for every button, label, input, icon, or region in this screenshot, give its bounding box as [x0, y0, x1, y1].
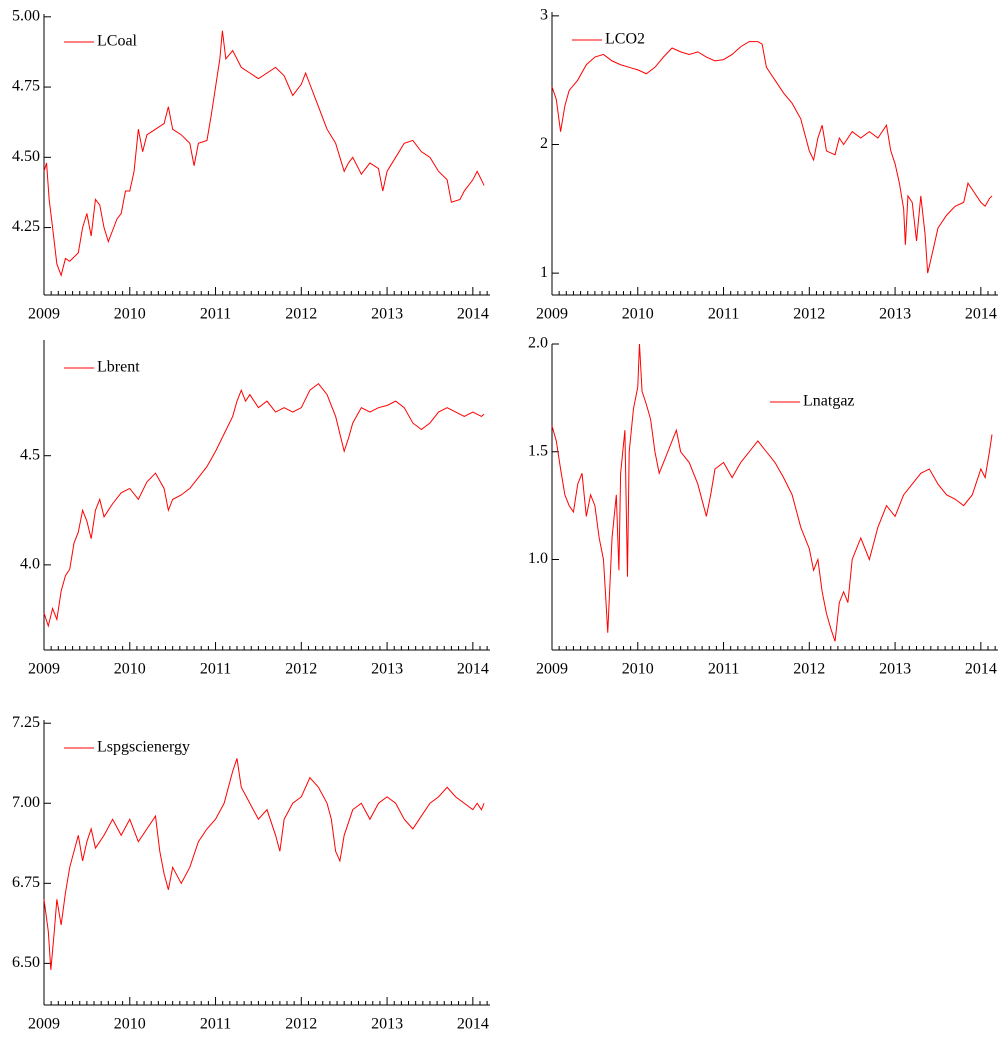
- legend-label: Lbrent: [97, 359, 140, 376]
- y-tick-label: 1.5: [528, 442, 548, 459]
- x-tick-label: 2010: [622, 306, 654, 323]
- y-tick-label: 2.0: [528, 335, 548, 352]
- x-tick-label: 2011: [200, 661, 231, 678]
- x-tick-label: 2014: [965, 661, 997, 678]
- legend-label: Lspgscienergy: [97, 739, 190, 756]
- x-tick-label: 2013: [371, 661, 403, 678]
- y-tick-label: 5.00: [12, 7, 40, 24]
- x-tick-label: 2013: [879, 661, 911, 678]
- y-tick-label: 2: [540, 135, 548, 152]
- x-tick-label: 2012: [793, 306, 825, 323]
- x-tick-label: 2014: [457, 306, 489, 323]
- x-tick-label: 2010: [114, 1016, 146, 1033]
- series-line: [43, 30, 485, 277]
- x-tick-label: 2012: [285, 661, 317, 678]
- x-tick-label: 2009: [536, 306, 568, 323]
- x-tick-label: 2013: [879, 306, 911, 323]
- x-tick-label: 2012: [285, 1016, 317, 1033]
- x-tick-label: 2011: [200, 1016, 231, 1033]
- x-tick-label: 2009: [28, 661, 60, 678]
- y-tick-label: 6.75: [12, 874, 40, 891]
- x-tick-label: 2012: [793, 661, 825, 678]
- legend-label: LCO2: [605, 31, 645, 48]
- x-tick-label: 2012: [285, 306, 317, 323]
- x-tick-label: 2014: [965, 306, 997, 323]
- x-tick-label: 2010: [114, 661, 146, 678]
- y-tick-label: 3: [540, 7, 548, 24]
- x-tick-label: 2010: [622, 661, 654, 678]
- series-line: [551, 41, 993, 274]
- x-tick-label: 2014: [457, 1016, 489, 1033]
- legend-label: Lnatgaz: [803, 393, 855, 410]
- x-tick-label: 2009: [536, 661, 568, 678]
- y-tick-label: 7.00: [12, 794, 40, 811]
- x-tick-label: 2013: [371, 1016, 403, 1033]
- y-tick-label: 1: [540, 264, 548, 281]
- x-tick-label: 2010: [114, 306, 146, 323]
- series-line: [551, 343, 993, 642]
- x-tick-label: 2014: [457, 661, 489, 678]
- y-tick-label: 6.50: [12, 954, 40, 971]
- y-tick-label: 4.75: [12, 78, 40, 95]
- x-tick-label: 2011: [708, 306, 739, 323]
- series-line: [43, 758, 485, 970]
- x-tick-label: 2009: [28, 1016, 60, 1033]
- x-tick-label: 2009: [28, 306, 60, 323]
- x-tick-label: 2013: [371, 306, 403, 323]
- y-tick-label: 7.25: [12, 714, 40, 731]
- y-tick-label: 4.5: [20, 446, 40, 463]
- y-tick-label: 4.0: [20, 556, 40, 573]
- y-tick-label: 4.50: [12, 148, 40, 165]
- x-tick-label: 2011: [200, 306, 231, 323]
- y-tick-label: 4.25: [12, 218, 40, 235]
- legend-label: LCoal: [97, 33, 138, 50]
- y-tick-label: 1.0: [528, 550, 548, 567]
- series-line: [43, 382, 485, 628]
- x-tick-label: 2011: [708, 661, 739, 678]
